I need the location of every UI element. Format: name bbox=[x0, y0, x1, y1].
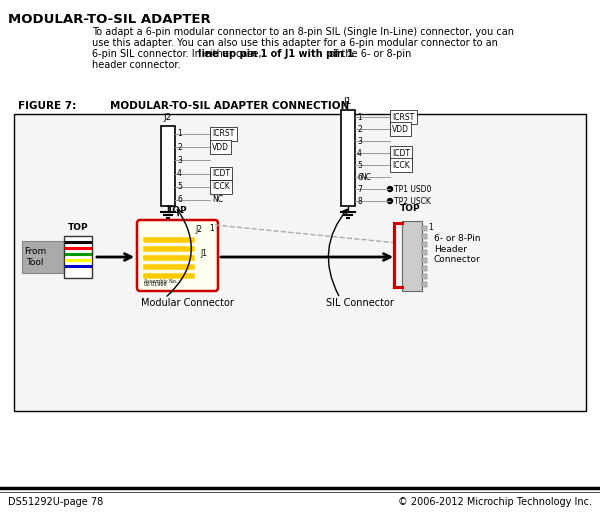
Text: VDD: VDD bbox=[392, 124, 409, 134]
Text: To adapt a 6-pin modular connector to an 8-pin SIL (Single In-Line) connector, y: To adapt a 6-pin modular connector to an… bbox=[92, 27, 514, 37]
Text: 1: 1 bbox=[209, 224, 214, 233]
Text: 6: 6 bbox=[177, 196, 182, 204]
Text: J2: J2 bbox=[195, 225, 202, 234]
Bar bbox=[161, 126, 175, 206]
Text: ICCK: ICCK bbox=[392, 160, 410, 169]
Text: TOP: TOP bbox=[400, 204, 421, 213]
Text: 4: 4 bbox=[177, 169, 182, 178]
Text: header connector.: header connector. bbox=[92, 60, 181, 70]
Text: VDD: VDD bbox=[212, 143, 229, 152]
Text: 3: 3 bbox=[177, 156, 182, 165]
Text: ICDT: ICDT bbox=[212, 169, 230, 178]
Bar bbox=[341, 110, 355, 206]
Text: Modular Connector: Modular Connector bbox=[140, 298, 233, 308]
Bar bbox=[422, 258, 427, 263]
Circle shape bbox=[388, 199, 392, 203]
Text: NC: NC bbox=[360, 172, 371, 182]
Text: TOP: TOP bbox=[167, 206, 187, 215]
Text: 6-pin SIL connector. In either case,: 6-pin SIL connector. In either case, bbox=[92, 49, 265, 59]
Bar bbox=[422, 282, 427, 287]
Text: use this adapter. You can also use this adapter for a 6-pin modular connector to: use this adapter. You can also use this … bbox=[92, 38, 498, 48]
Bar bbox=[22, 241, 64, 273]
Bar bbox=[402, 221, 422, 291]
Text: ICDT: ICDT bbox=[392, 149, 410, 157]
Text: 2: 2 bbox=[357, 124, 362, 134]
Bar bbox=[14, 114, 586, 411]
Circle shape bbox=[388, 186, 392, 191]
Text: J1: J1 bbox=[344, 97, 352, 106]
Text: © 2006-2012 Microchip Technology Inc.: © 2006-2012 Microchip Technology Inc. bbox=[398, 497, 592, 507]
Text: 4: 4 bbox=[357, 149, 362, 157]
Text: FIGURE 7:: FIGURE 7: bbox=[18, 101, 76, 111]
Text: 5: 5 bbox=[177, 182, 182, 191]
Text: 1: 1 bbox=[177, 130, 182, 138]
Text: TP1 USD0: TP1 USD0 bbox=[394, 185, 431, 194]
Text: 02-01966: 02-01966 bbox=[144, 282, 167, 287]
Text: ICRST: ICRST bbox=[392, 112, 414, 121]
Text: 1: 1 bbox=[428, 223, 433, 232]
Bar bbox=[422, 266, 427, 271]
Bar bbox=[422, 226, 427, 231]
Text: 1: 1 bbox=[357, 112, 362, 121]
Text: MODULAR-TO-SIL ADAPTER: MODULAR-TO-SIL ADAPTER bbox=[8, 13, 211, 26]
Text: From
Tool: From Tool bbox=[24, 247, 46, 267]
Text: 6: 6 bbox=[357, 172, 362, 182]
Text: ICRST: ICRST bbox=[212, 130, 234, 138]
Text: 2: 2 bbox=[177, 143, 182, 152]
Text: 3: 3 bbox=[357, 137, 362, 146]
Text: 8: 8 bbox=[357, 197, 362, 205]
Text: TP2 USCK: TP2 USCK bbox=[394, 197, 431, 205]
Text: NC: NC bbox=[212, 196, 223, 204]
FancyBboxPatch shape bbox=[137, 220, 218, 291]
Text: line up pin 1 of J1 with pin 1: line up pin 1 of J1 with pin 1 bbox=[198, 49, 354, 59]
Text: TOP: TOP bbox=[68, 223, 88, 232]
Bar bbox=[64, 236, 92, 278]
Text: of the 6- or 8-pin: of the 6- or 8-pin bbox=[326, 49, 412, 59]
Bar bbox=[422, 250, 427, 255]
Text: Assembly No.:: Assembly No.: bbox=[144, 279, 179, 284]
Bar bbox=[422, 274, 427, 279]
Bar bbox=[422, 242, 427, 247]
Text: 6- or 8-Pin
Header
Connector: 6- or 8-Pin Header Connector bbox=[434, 234, 481, 264]
Text: SIL Connector: SIL Connector bbox=[326, 298, 394, 308]
Bar bbox=[422, 234, 427, 239]
Text: MODULAR-TO-SIL ADAPTER CONNECTION: MODULAR-TO-SIL ADAPTER CONNECTION bbox=[110, 101, 349, 111]
Text: J2: J2 bbox=[164, 113, 172, 122]
Text: DS51292U-page 78: DS51292U-page 78 bbox=[8, 497, 103, 507]
Text: ICCK: ICCK bbox=[212, 182, 230, 191]
Text: 5: 5 bbox=[357, 160, 362, 169]
Text: 7: 7 bbox=[357, 185, 362, 194]
Text: J1: J1 bbox=[200, 250, 207, 259]
